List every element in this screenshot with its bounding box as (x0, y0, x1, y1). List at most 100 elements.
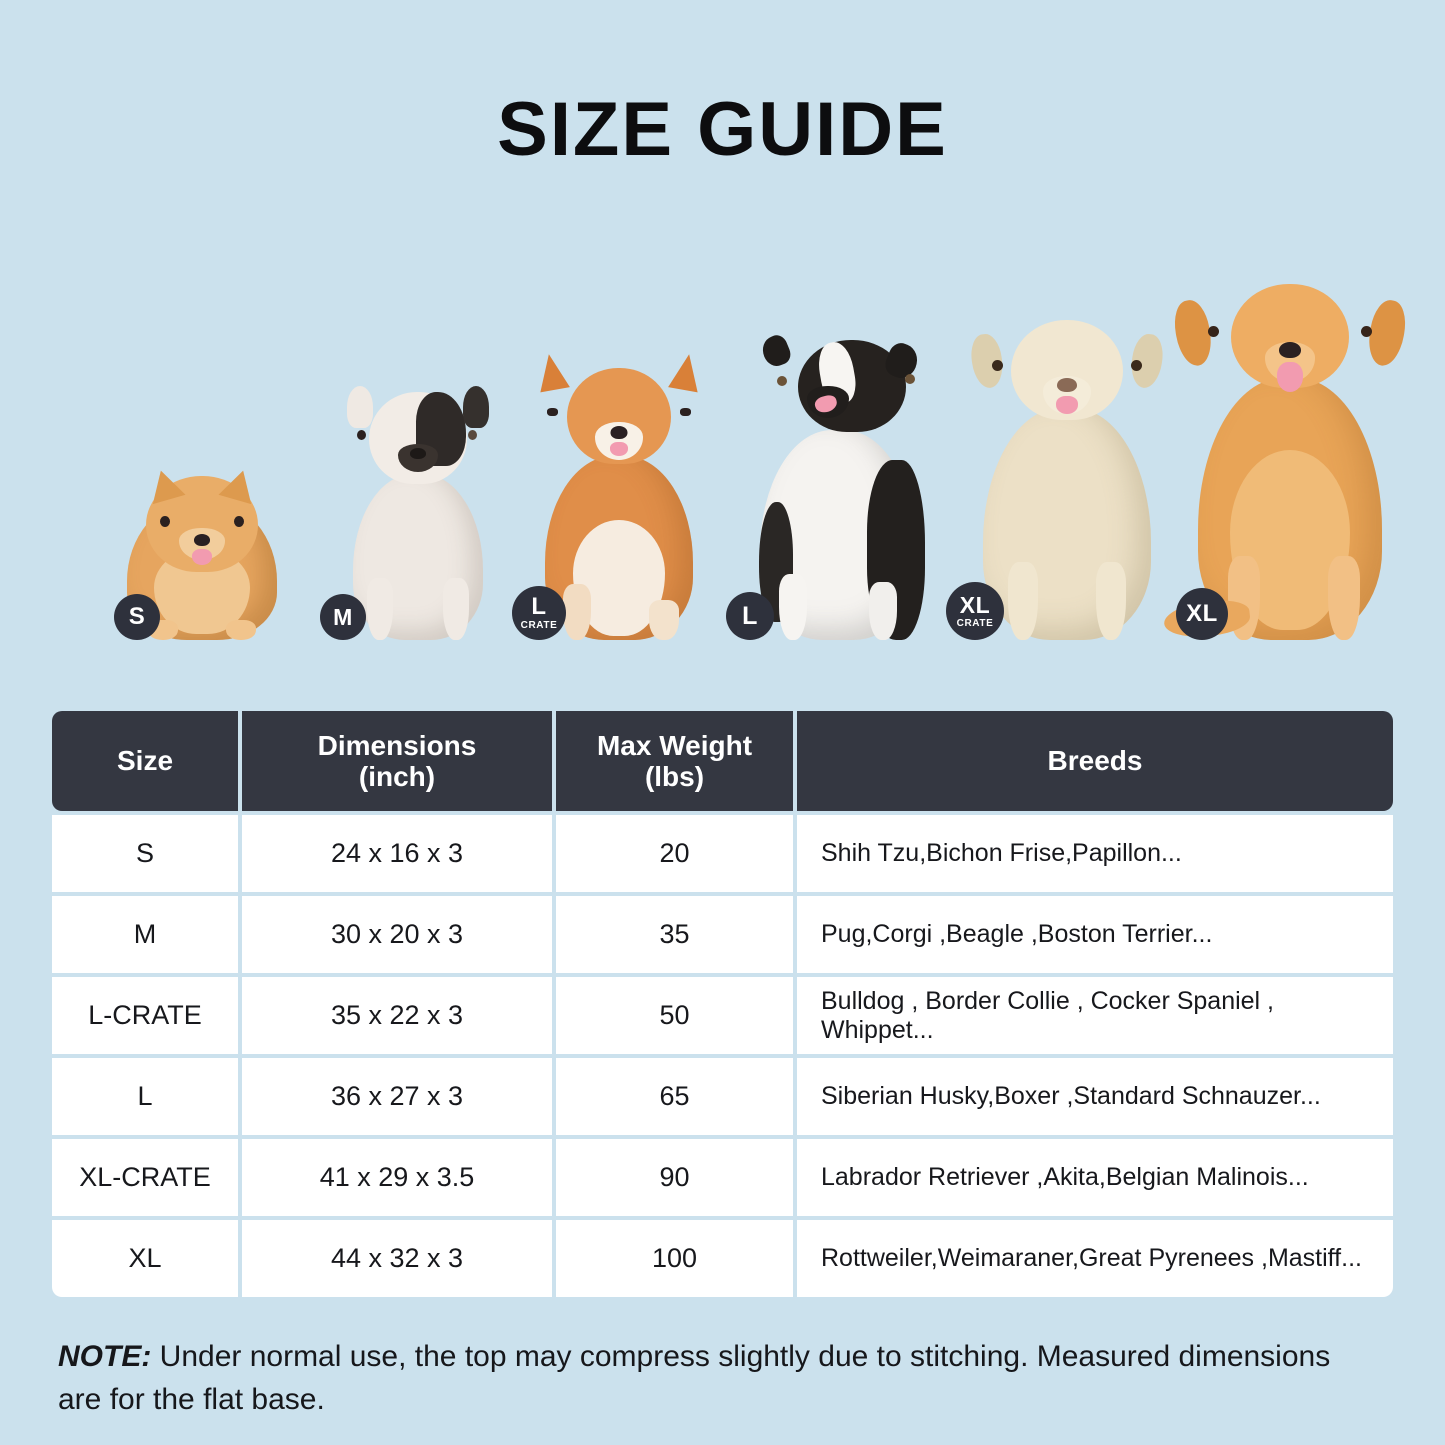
dog-leg-left (779, 574, 807, 640)
cell-max-weight: 65 (556, 1058, 793, 1135)
badge-main-label: XL (1186, 600, 1218, 627)
dog-ear-left (534, 351, 570, 393)
header-cell-breeds: Breeds (797, 711, 1393, 811)
dog-leg-right (1096, 562, 1126, 640)
size-badge-l: L (726, 592, 774, 640)
header-breeds-line1: Breeds (1047, 745, 1143, 777)
cell-breeds: Labrador Retriever ,Akita,Belgian Malino… (797, 1139, 1393, 1216)
cell-dimensions: 44 x 32 x 3 (242, 1220, 552, 1297)
dog-eye-right (680, 408, 691, 416)
table-row: M 30 x 20 x 3 35 Pug,Corgi ,Beagle ,Bost… (52, 896, 1393, 973)
dog-leg-left (563, 584, 591, 640)
table-row: XL 44 x 32 x 3 100 Rottweiler,Weimaraner… (52, 1220, 1393, 1297)
cell-max-weight: 35 (556, 896, 793, 973)
note-label: NOTE: (58, 1340, 152, 1373)
header-cell-size: Size (52, 711, 238, 811)
dog-slot-l: L (720, 332, 956, 640)
badge-main-label: XL (959, 591, 991, 618)
header-weight-line2: (lbs) (644, 761, 705, 792)
dog-nose (610, 426, 628, 439)
dog-leg-right (869, 582, 897, 640)
badge-main-label: L (742, 601, 758, 630)
dog-nose (1057, 378, 1077, 392)
size-table: Size Dimensions (inch) Max Weight (lbs) … (52, 711, 1393, 1297)
cell-size: L (52, 1058, 238, 1135)
note-body: Under normal use, the top may compress s… (58, 1340, 1331, 1416)
dog-slot-l-crate: L CRATE (504, 351, 734, 640)
cell-breeds: Siberian Husky,Boxer ,Standard Schnauzer… (797, 1058, 1393, 1135)
table-row: XL-CRATE 41 x 29 x 3.5 90 Labrador Retri… (52, 1139, 1393, 1216)
dog-eye-left (357, 430, 366, 440)
dog-leg-right (1328, 556, 1360, 640)
badge-main-label: M (333, 603, 353, 630)
cell-dimensions: 30 x 20 x 3 (242, 896, 552, 973)
dog-ear-left (758, 332, 794, 370)
dog-size-lineup: S M (52, 270, 1410, 641)
badge-sub-label: CRATE (956, 617, 994, 629)
header-cell-max-weight: Max Weight (lbs) (556, 711, 793, 811)
dog-leg-left (1008, 562, 1038, 640)
badge-sub-label: CRATE (520, 620, 558, 631)
dog-nose (194, 534, 210, 546)
dog-paw-right (226, 620, 256, 640)
dog-eye-right (1361, 326, 1372, 337)
dog-eye-right (468, 430, 477, 440)
dog-ear-right (668, 351, 704, 393)
table-row: L-CRATE 35 x 22 x 3 50 Bulldog , Border … (52, 977, 1393, 1054)
header-dimensions-line2: (inch) (358, 761, 436, 792)
dog-tongue (1056, 396, 1078, 414)
table-row: S 24 x 16 x 3 20 Shih Tzu,Bichon Frise,P… (52, 815, 1393, 892)
size-badge-xl: XL (1176, 588, 1228, 640)
dog-slot-xl: XL (1162, 284, 1418, 641)
cell-max-weight: 50 (556, 977, 793, 1054)
dog-eye-left (1208, 326, 1219, 337)
size-badge-s: S (114, 594, 160, 640)
cell-dimensions: 41 x 29 x 3.5 (242, 1139, 552, 1216)
badge-main-label: S (128, 603, 146, 630)
dog-slot-xl-crate: XL CRATE (942, 320, 1192, 640)
page-title: SIZE GUIDE (497, 87, 948, 172)
cell-dimensions: 36 x 27 x 3 (242, 1058, 552, 1135)
note-text: NOTE: Under normal use, the top may comp… (58, 1336, 1378, 1421)
dog-nose (1279, 342, 1301, 358)
cell-max-weight: 20 (556, 815, 793, 892)
cell-breeds: Bulldog , Border Collie , Cocker Spaniel… (797, 977, 1393, 1054)
header-cell-dimensions: Dimensions (inch) (242, 711, 552, 811)
cell-size: L-CRATE (52, 977, 238, 1054)
table-row: L 36 x 27 x 3 65 Siberian Husky,Boxer ,S… (52, 1058, 1393, 1135)
size-badge-l-crate: L CRATE (512, 586, 566, 640)
dog-slot-m: M (310, 386, 526, 640)
cell-max-weight: 100 (556, 1220, 793, 1297)
dog-eye-left (547, 408, 558, 416)
cell-breeds: Pug,Corgi ,Beagle ,Boston Terrier... (797, 896, 1393, 973)
dog-ear-right (463, 386, 489, 428)
table-header-row: Size Dimensions (inch) Max Weight (lbs) … (52, 711, 1393, 811)
dog-eye-right (1131, 360, 1142, 371)
cell-size: XL-CRATE (52, 1139, 238, 1216)
dog-eye-left (777, 376, 787, 386)
dog-tongue (1277, 362, 1303, 392)
dog-eye-left (992, 360, 1003, 371)
header-size-line1: Size (116, 745, 174, 777)
dog-leg-right (443, 578, 469, 640)
dog-slot-s: S (102, 450, 302, 640)
cell-size: M (52, 896, 238, 973)
dog-eye-left (160, 516, 170, 527)
dog-tongue (610, 442, 628, 456)
size-badge-m: M (320, 594, 366, 640)
header-dimensions-line1: Dimensions (317, 729, 477, 761)
cell-dimensions: 24 x 16 x 3 (242, 815, 552, 892)
size-badge-xl-crate: XL CRATE (946, 582, 1004, 640)
cell-max-weight: 90 (556, 1139, 793, 1216)
dog-nose (410, 448, 426, 459)
dog-eye-right (905, 374, 915, 384)
cell-breeds: Rottweiler,Weimaraner,Great Pyrenees ,Ma… (797, 1220, 1393, 1297)
dog-eye-right (234, 516, 244, 527)
cell-size: XL (52, 1220, 238, 1297)
badge-main-label: L (531, 593, 547, 620)
dog-leg-right (649, 600, 679, 640)
header-weight-line1: Max Weight (596, 729, 753, 761)
cell-size: S (52, 815, 238, 892)
dog-leg-left (367, 578, 393, 640)
